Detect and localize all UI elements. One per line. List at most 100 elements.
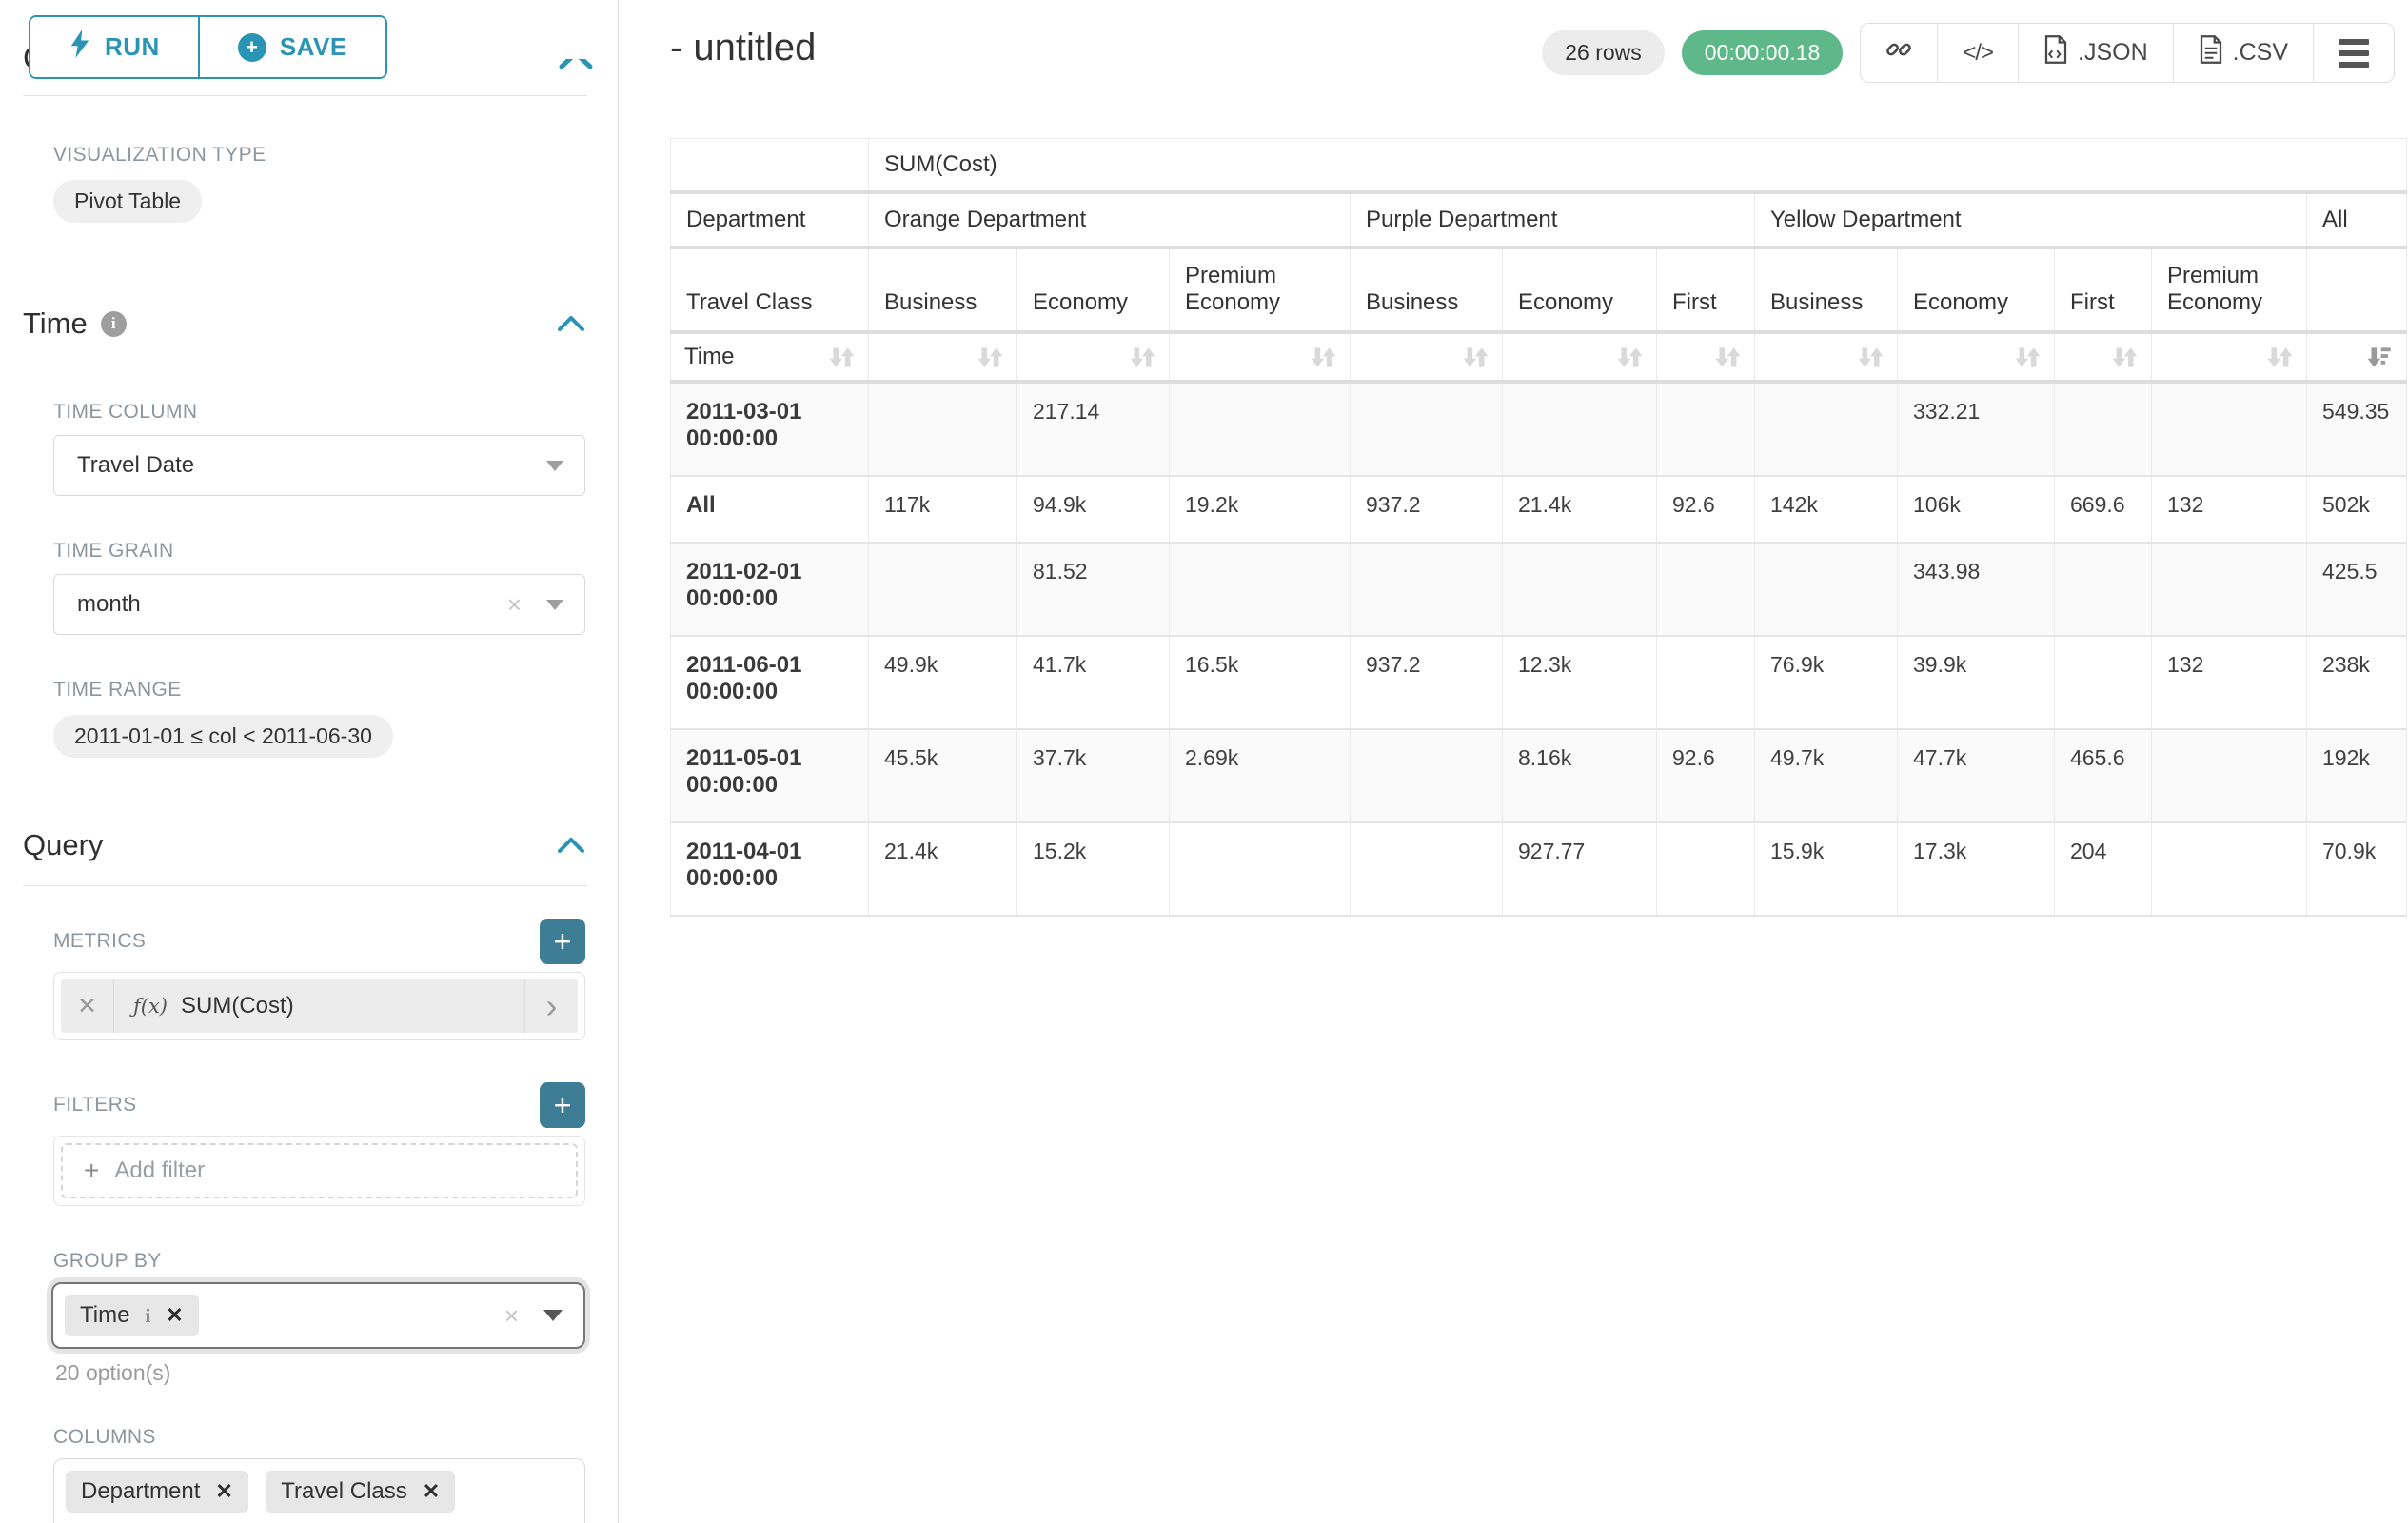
columns-select[interactable]: Department ✕ Travel Class ✕ × (53, 1458, 585, 1523)
plus-icon: + (553, 924, 572, 959)
pivot-class-header: Business (1754, 247, 1898, 334)
pivot-table: SUM(Cost) Department Orange Department Purp… (670, 138, 2408, 917)
caret-down-icon (546, 460, 563, 471)
time-column-select[interactable]: Travel Date (53, 435, 585, 496)
pivot-group-header: Orange Department (868, 192, 1351, 249)
add-metric-button[interactable]: + (540, 919, 585, 964)
export-csv-label: .CSV (2232, 39, 2288, 66)
run-button[interactable]: RUN (30, 17, 198, 77)
pivot-cell (1350, 822, 1503, 917)
pivot-cell: 192k (2305, 729, 2408, 823)
sort-arrows-icon[interactable] (977, 345, 1003, 370)
pivot-sort-header (2054, 332, 2152, 384)
pivot-cell: 927.77 (1502, 822, 1657, 917)
pivot-class-header: Economy (1016, 247, 1170, 334)
info-icon: i (145, 1303, 151, 1327)
pivot-metric-header: SUM(Cost) (867, 138, 2408, 194)
pivot-sort-header (1897, 332, 2055, 384)
row-count-badge: 26 rows (1542, 30, 1665, 75)
pivot-sort-header (2151, 332, 2307, 384)
pivot-cell: 132 (2151, 636, 2307, 730)
query-timer-badge: 00:00:00.18 (1681, 30, 1844, 75)
sort-arrows-icon[interactable] (2267, 345, 2293, 370)
pivot-class-header: Business (868, 247, 1017, 334)
save-button-label: SAVE (279, 32, 347, 61)
pivot-cell: 15.9k (1754, 822, 1898, 917)
x-icon[interactable]: × (503, 1518, 518, 1523)
time-range-value[interactable]: 2011-01-01 ≤ col < 2011-06-30 (53, 715, 393, 758)
export-csv-button[interactable]: .CSV (2172, 24, 2313, 82)
bolt-icon (69, 30, 91, 65)
add-filter-button[interactable]: + (540, 1082, 585, 1128)
sort-arrows-icon[interactable] (2112, 345, 2138, 370)
time-section-header: Time i (23, 307, 585, 341)
x-icon[interactable]: ✕ (215, 1479, 233, 1503)
pivot-cell: 49.9k (868, 636, 1017, 730)
pivot-cell: 238k (2305, 636, 2408, 730)
columns-tag-label: Department (81, 1478, 201, 1504)
sort-arrows-icon[interactable] (1617, 345, 1643, 370)
metric-item[interactable]: ✕ ƒ(x) SUM(Cost) › (53, 972, 585, 1040)
sort-arrows-icon[interactable] (1130, 345, 1155, 370)
pivot-cell: 92.6 (1656, 476, 1755, 544)
embed-code-button[interactable]: </> (1937, 24, 2019, 82)
x-icon[interactable]: ✕ (422, 1479, 441, 1503)
pivot-row: 2011-03-01 00:00:00 217.14 332.21 549.35 (670, 382, 2408, 477)
menu-button[interactable] (2313, 24, 2394, 82)
pivot-cell: 332.21 (1897, 382, 2055, 477)
sort-arrows-icon[interactable] (829, 345, 855, 370)
pivot-class-header: Economy (1502, 247, 1657, 334)
info-icon: i (100, 310, 127, 337)
pivot-cell: 132 (2151, 476, 2307, 544)
pivot-row-label: 2011-03-01 00:00:00 (670, 382, 869, 477)
sort-arrows-icon[interactable] (1858, 345, 1884, 370)
pivot-cell: 41.7k (1016, 636, 1170, 730)
filters-label: FILTERS (53, 1094, 137, 1116)
pivot-cell (1350, 543, 1503, 637)
pivot-sort-header (1169, 332, 1351, 384)
export-json-button[interactable]: .JSON (2018, 24, 2173, 82)
pivot-cell: 142k (1754, 476, 1898, 544)
sort-descending-icon[interactable] (2367, 345, 2393, 370)
pivot-row-label: 2011-06-01 00:00:00 (670, 636, 869, 730)
x-icon[interactable]: × (506, 590, 522, 619)
save-button[interactable]: + SAVE (197, 17, 385, 77)
time-grain-select[interactable]: month × (53, 574, 585, 635)
pivot-row-label: 2011-02-01 00:00:00 (670, 543, 869, 637)
pivot-cell: 70.9k (2305, 822, 2408, 917)
sort-arrows-icon[interactable] (2015, 345, 2041, 370)
add-filter-label: Add filter (114, 1157, 206, 1183)
chart-title[interactable]: - untitled (670, 27, 817, 69)
pivot-class-header: Premium Economy (1169, 247, 1351, 334)
group-by-tag-time: Time i ✕ (65, 1295, 199, 1336)
pivot-time-header: Time (670, 332, 869, 384)
visualization-type-value[interactable]: Pivot Table (53, 180, 203, 223)
group-by-select[interactable]: Time i ✕ × (51, 1282, 585, 1349)
x-icon[interactable]: × (503, 1301, 519, 1330)
chevron-up-icon[interactable] (557, 836, 585, 855)
pivot-cell: 45.5k (868, 729, 1017, 823)
sort-arrows-icon[interactable] (1311, 345, 1336, 370)
pivot-cell: 937.2 (1350, 636, 1503, 730)
copy-link-button[interactable] (1861, 24, 1938, 82)
plus-icon: + (84, 1156, 100, 1185)
sort-arrows-icon[interactable] (1463, 345, 1489, 370)
pivot-cell: 39.9k (1897, 636, 2055, 730)
divider (23, 95, 587, 96)
sort-arrows-icon[interactable] (1715, 345, 1741, 370)
chevron-up-icon[interactable] (557, 314, 585, 333)
pivot-cell (1656, 822, 1755, 917)
pivot-cell (1754, 382, 1898, 477)
menu-icon (2339, 38, 2369, 68)
chart-panel: - untitled 26 rows 00:00:00.18 </> (619, 0, 2408, 1523)
metric-value: SUM(Cost) (181, 993, 294, 1019)
chevron-up-icon[interactable] (558, 59, 596, 72)
pivot-cell: 92.6 (1656, 729, 1755, 823)
pivot-row: 2011-04-01 00:00:00 21.4k 15.2k 927.77 15.9k… (670, 822, 2408, 917)
chevron-right-icon[interactable]: › (524, 979, 578, 1033)
pivot-cell (1169, 382, 1351, 477)
x-icon[interactable]: ✕ (166, 1303, 184, 1327)
add-filter-dropzone[interactable]: + Add filter (61, 1143, 578, 1198)
pivot-class-header: Premium Economy (2151, 247, 2307, 334)
x-icon[interactable]: ✕ (61, 979, 114, 1033)
